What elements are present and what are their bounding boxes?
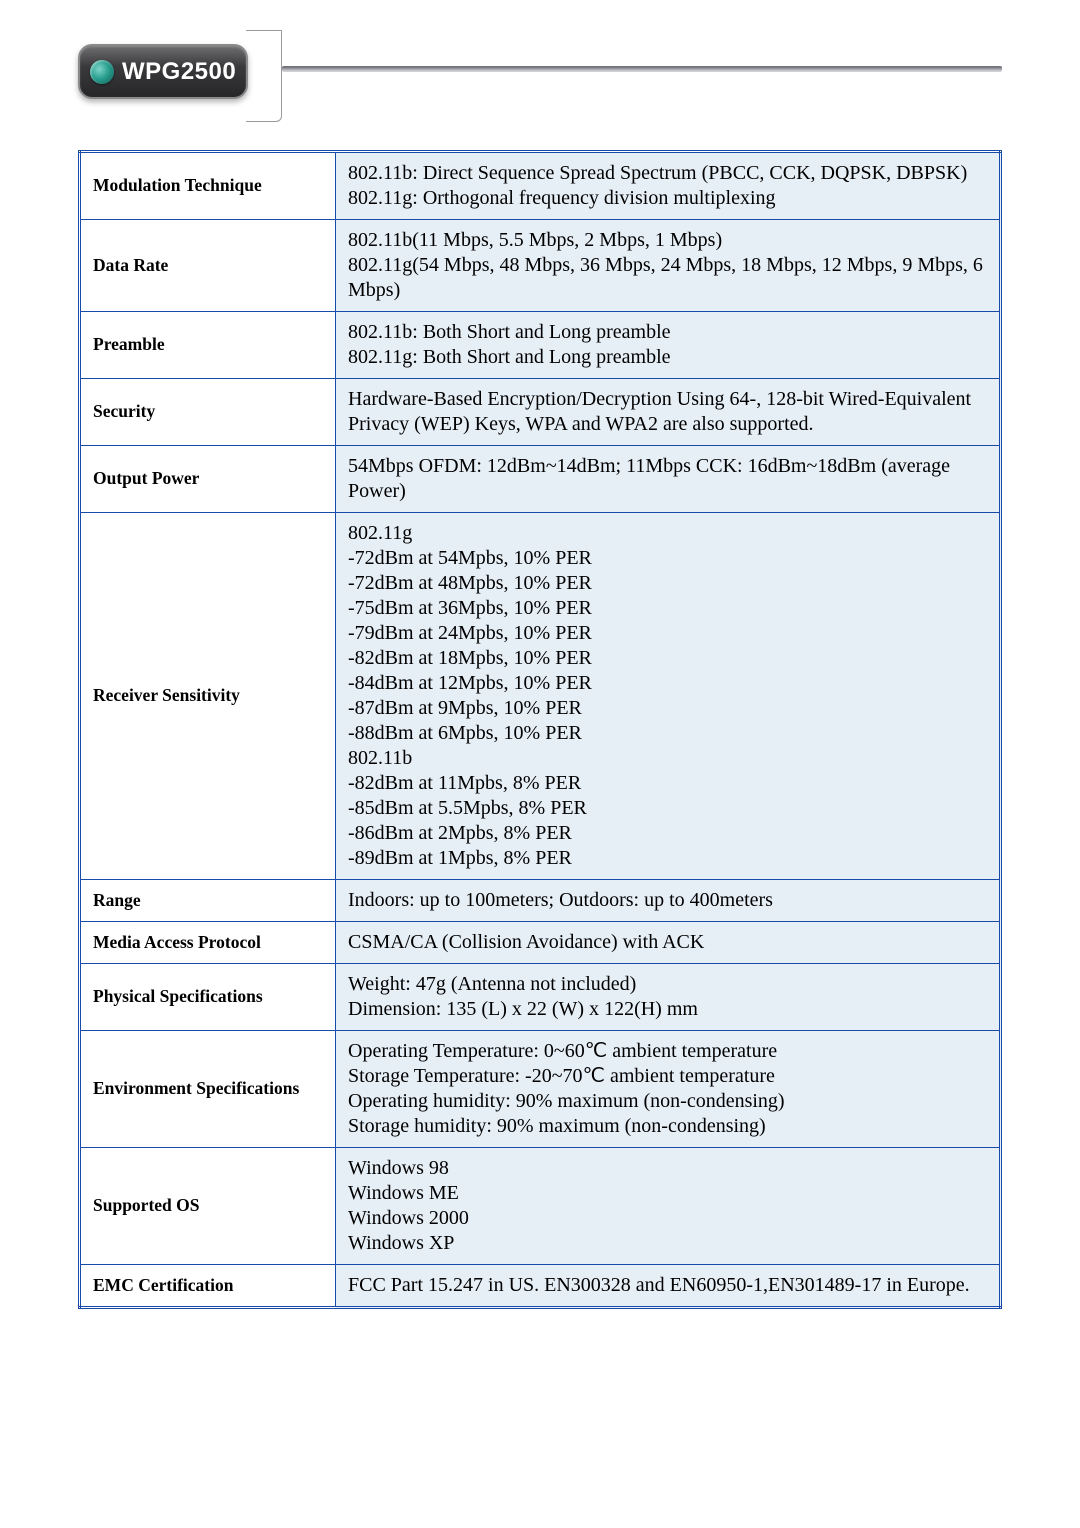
table-row: EMC Certification FCC Part 15.247 in US. … — [80, 1265, 1001, 1308]
spec-value: FCC Part 15.247 in US. EN300328 and EN60… — [336, 1265, 1001, 1308]
table-row: Range Indoors: up to 100meters; Outdoors:… — [80, 880, 1001, 922]
spec-value-line: -84dBm at 12Mpbs, 10% PER — [348, 671, 987, 696]
table-row: Environment Specifications Operating Temp… — [80, 1031, 1001, 1148]
table-row: SecurityHardware-Based Encryption/Decryp… — [80, 379, 1001, 446]
spec-value-line: 802.11b: Both Short and Long preamble — [348, 320, 987, 345]
spec-value-line: CSMA/CA (Collision Avoidance) with ACK — [348, 930, 987, 955]
table-row: Media Access Protocol CSMA/CA (Collision … — [80, 922, 1001, 964]
product-logo-badge: WPG2500 — [78, 44, 248, 99]
spec-value-line: -79dBm at 24Mpbs, 10% PER — [348, 621, 987, 646]
spec-value-line: 802.11g: Orthogonal frequency division m… — [348, 186, 987, 211]
logo-dot-icon — [90, 60, 114, 84]
header-tab-stub — [246, 30, 282, 122]
spec-value-line: 802.11g(54 Mbps, 48 Mbps, 36 Mbps, 24 Mb… — [348, 253, 987, 303]
spec-value-line: Operating humidity: 90% maximum (non-con… — [348, 1089, 987, 1114]
table-row: Modulation Technique 802.11b: Direct Sequ… — [80, 152, 1001, 220]
spec-value-line: -75dBm at 36Mpbs, 10% PER — [348, 596, 987, 621]
table-row: Physical SpecificationsWeight: 47g (Ante… — [80, 964, 1001, 1031]
table-row: Output Power54Mbps OFDM: 12dBm~14dBm; 11… — [80, 446, 1001, 513]
page: WPG2500 Modulation Technique 802.11b: Dir… — [0, 0, 1080, 1349]
spec-value: CSMA/CA (Collision Avoidance) with ACK — [336, 922, 1001, 964]
spec-value: Weight: 47g (Antenna not included)Dimens… — [336, 964, 1001, 1031]
specifications-table: Modulation Technique 802.11b: Direct Sequ… — [78, 150, 1002, 1309]
spec-value: Operating Temperature: 0~60℃ ambient tem… — [336, 1031, 1001, 1148]
spec-value-line: Indoors: up to 100meters; Outdoors: up t… — [348, 888, 987, 913]
spec-value-line: Storage Temperature: -20~70℃ ambient tem… — [348, 1064, 987, 1089]
spec-label: Security — [80, 379, 336, 446]
spec-value-line: -72dBm at 48Mpbs, 10% PER — [348, 571, 987, 596]
spec-value: Windows 98Windows MEWindows 2000Windows … — [336, 1148, 1001, 1265]
spec-value: 802.11g-72dBm at 54Mpbs, 10% PER-72dBm a… — [336, 513, 1001, 880]
spec-value-line: Windows 98 — [348, 1156, 987, 1181]
spec-value-line: Storage humidity: 90% maximum (non-conde… — [348, 1114, 987, 1139]
spec-value-line: 802.11b(11 Mbps, 5.5 Mbps, 2 Mbps, 1 Mbp… — [348, 228, 987, 253]
spec-label: Receiver Sensitivity — [80, 513, 336, 880]
spec-value-line: Windows 2000 — [348, 1206, 987, 1231]
spec-value-line: -85dBm at 5.5Mpbs, 8% PER — [348, 796, 987, 821]
spec-label: Output Power — [80, 446, 336, 513]
spec-value-line: -88dBm at 6Mpbs, 10% PER — [348, 721, 987, 746]
spec-value: Hardware-Based Encryption/Decryption Usi… — [336, 379, 1001, 446]
spec-value-line: -82dBm at 11Mpbs, 8% PER — [348, 771, 987, 796]
logo-text: WPG2500 — [122, 58, 236, 86]
header-divider — [282, 66, 1002, 72]
spec-value: 802.11b(11 Mbps, 5.5 Mbps, 2 Mbps, 1 Mbp… — [336, 220, 1001, 312]
spec-value-line: Dimension: 135 (L) x 22 (W) x 122(H) mm — [348, 997, 987, 1022]
spec-value-line: -82dBm at 18Mpbs, 10% PER — [348, 646, 987, 671]
spec-value-line: 802.11b — [348, 746, 987, 771]
spec-value-line: 802.11b: Direct Sequence Spread Spectrum… — [348, 161, 987, 186]
table-row: Preamble802.11b: Both Short and Long pre… — [80, 312, 1001, 379]
spec-value-line: Windows ME — [348, 1181, 987, 1206]
spec-value-line: -86dBm at 2Mpbs, 8% PER — [348, 821, 987, 846]
spec-value-line: FCC Part 15.247 in US. EN300328 and EN60… — [348, 1273, 987, 1298]
spec-label: EMC Certification — [80, 1265, 336, 1308]
spec-label: Supported OS — [80, 1148, 336, 1265]
spec-value-line: Operating Temperature: 0~60℃ ambient tem… — [348, 1039, 987, 1064]
spec-label: Modulation Technique — [80, 152, 336, 220]
page-header: WPG2500 — [78, 30, 1002, 122]
spec-value-line: 54Mbps OFDM: 12dBm~14dBm; 11Mbps CCK: 16… — [348, 454, 987, 504]
spec-value-line: 802.11g — [348, 521, 987, 546]
table-row: Data Rate 802.11b(11 Mbps, 5.5 Mbps, 2 Mb… — [80, 220, 1001, 312]
table-row: Receiver Sensitivity802.11g-72dBm at 54M… — [80, 513, 1001, 880]
table-row: Supported OSWindows 98Windows MEWindows … — [80, 1148, 1001, 1265]
spec-value: 802.11b: Both Short and Long preamble802… — [336, 312, 1001, 379]
spec-value: 54Mbps OFDM: 12dBm~14dBm; 11Mbps CCK: 16… — [336, 446, 1001, 513]
spec-value: 802.11b: Direct Sequence Spread Spectrum… — [336, 152, 1001, 220]
spec-label: Data Rate — [80, 220, 336, 312]
spec-value-line: 802.11g: Both Short and Long preamble — [348, 345, 987, 370]
spec-value-line: -87dBm at 9Mpbs, 10% PER — [348, 696, 987, 721]
spec-value-line: -89dBm at 1Mpbs, 8% PER — [348, 846, 987, 871]
spec-value-line: Hardware-Based Encryption/Decryption Usi… — [348, 387, 987, 437]
spec-value-line: -72dBm at 54Mpbs, 10% PER — [348, 546, 987, 571]
spec-label: Physical Specifications — [80, 964, 336, 1031]
spec-label: Environment Specifications — [80, 1031, 336, 1148]
spec-label: Media Access Protocol — [80, 922, 336, 964]
spec-label: Range — [80, 880, 336, 922]
spec-value-line: Weight: 47g (Antenna not included) — [348, 972, 987, 997]
specifications-tbody: Modulation Technique 802.11b: Direct Sequ… — [80, 152, 1001, 1308]
spec-label: Preamble — [80, 312, 336, 379]
spec-value: Indoors: up to 100meters; Outdoors: up t… — [336, 880, 1001, 922]
spec-value-line: Windows XP — [348, 1231, 987, 1256]
